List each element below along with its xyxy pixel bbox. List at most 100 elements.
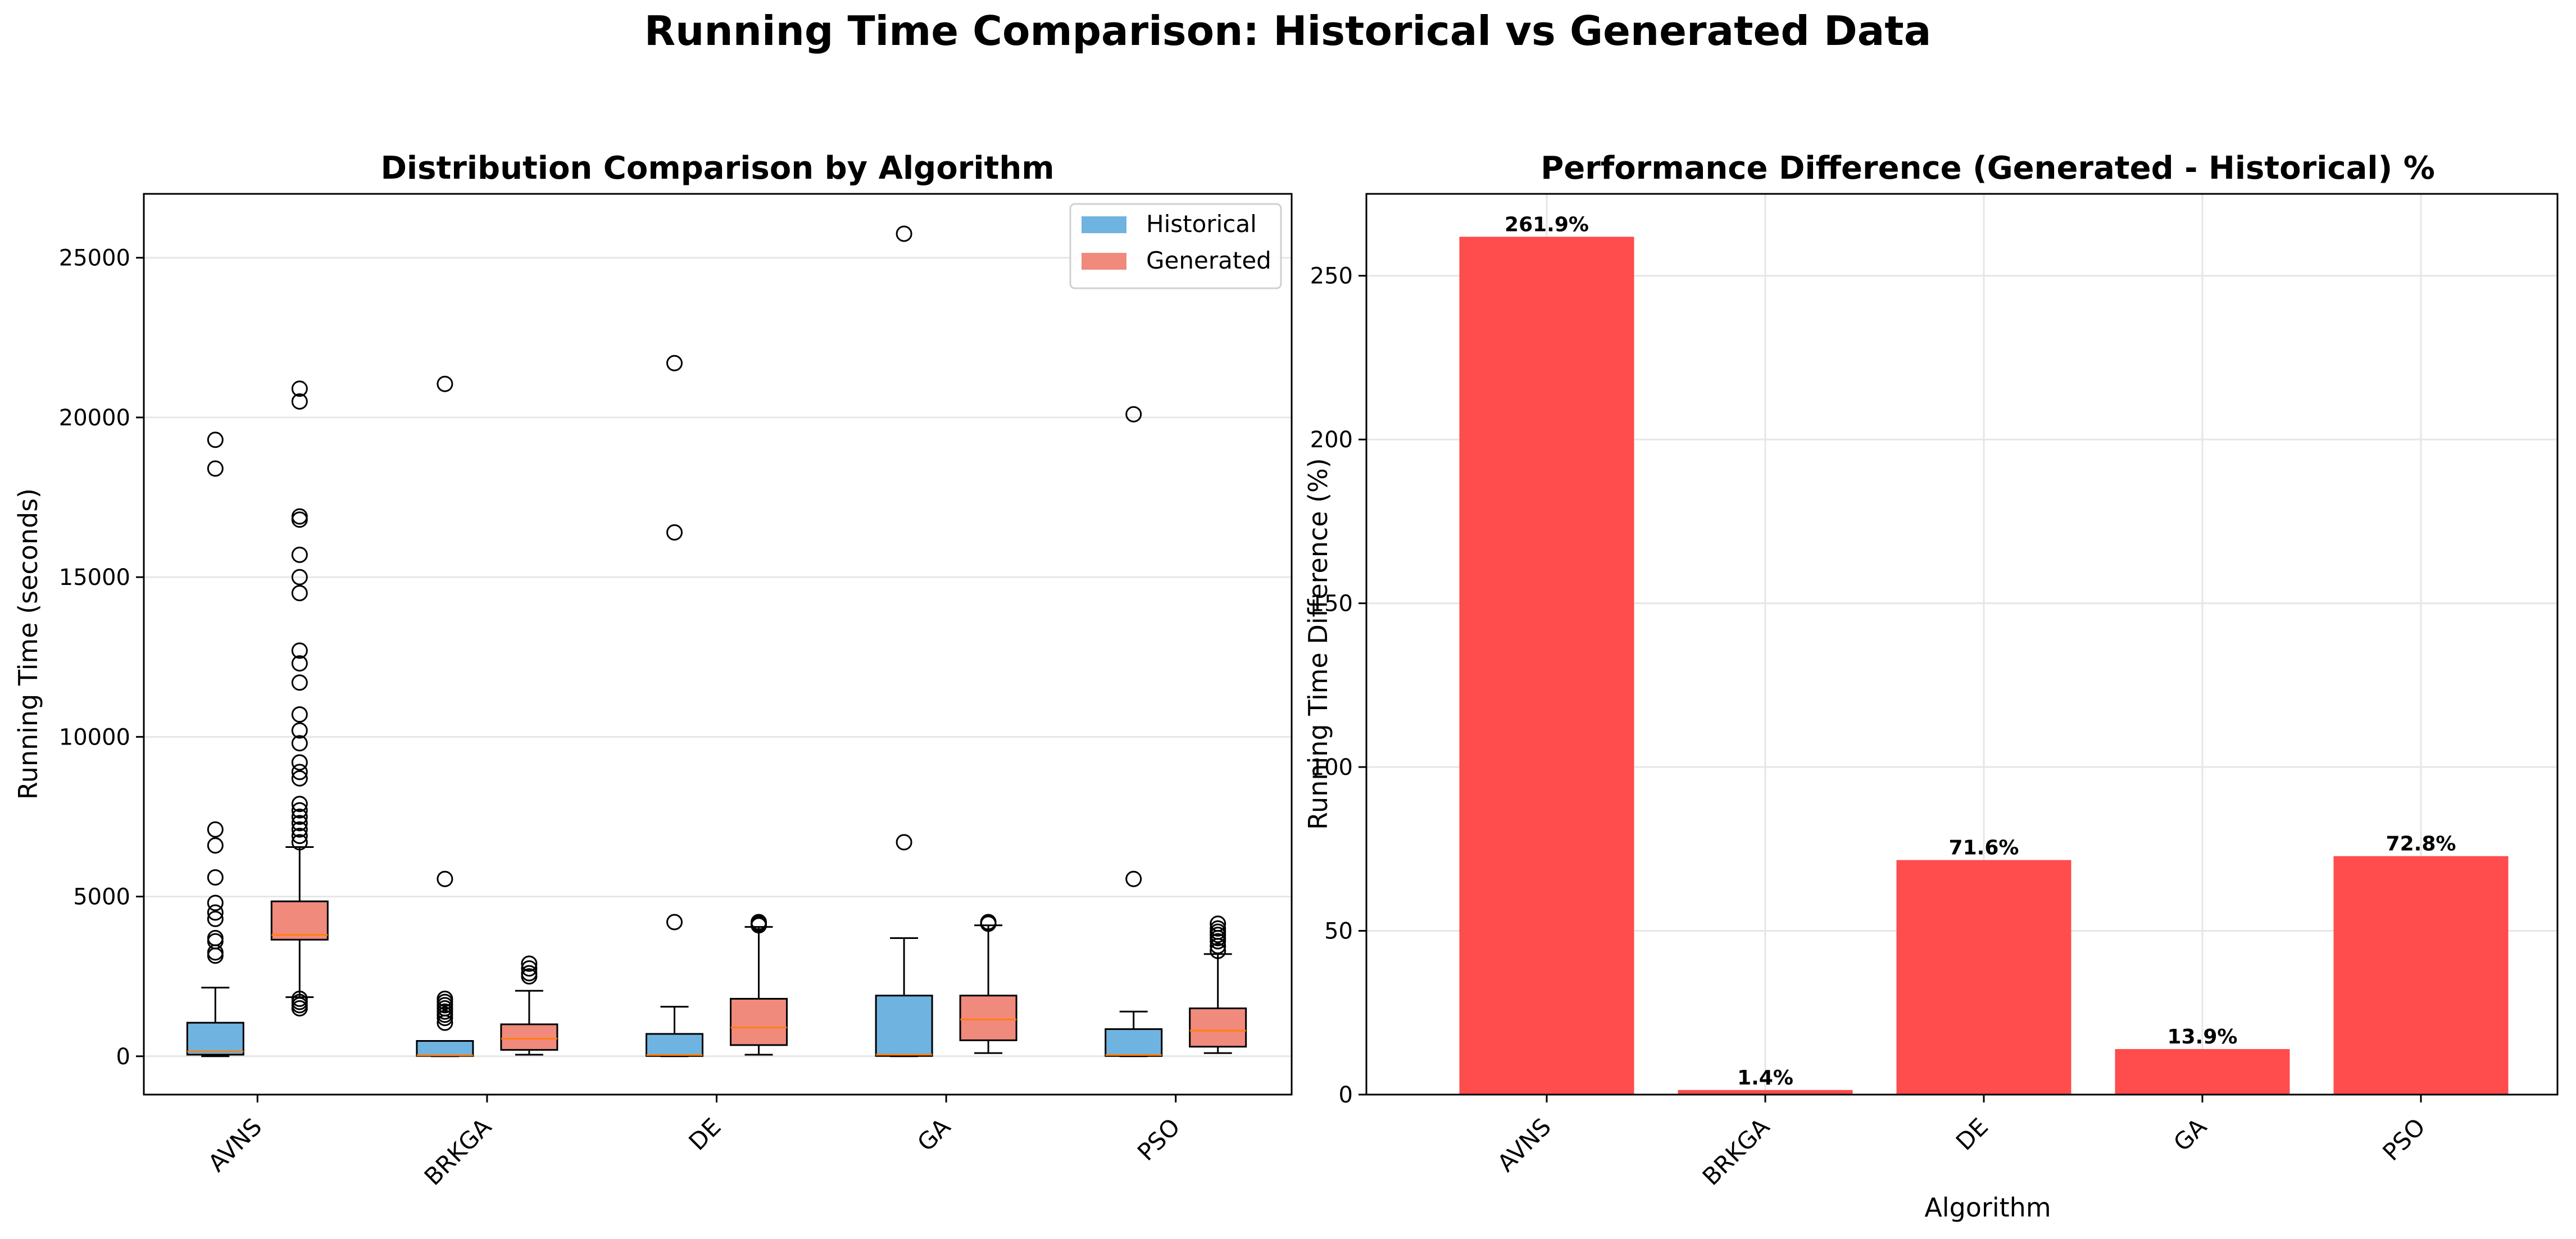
figure-title: Running Time Comparison: Historical vs G… bbox=[644, 7, 1932, 55]
box-body-generated-pso bbox=[1189, 1007, 1247, 1048]
legend-label-historical: Historical bbox=[1146, 210, 1257, 238]
flier-generated-pso bbox=[1210, 915, 1226, 932]
flier-generated-avns bbox=[291, 511, 308, 528]
box-body-generated-ga bbox=[959, 995, 1017, 1041]
boxplot-axes-frame bbox=[143, 193, 1293, 1096]
bar-y-tick-label: 250 bbox=[1310, 264, 1353, 289]
flier-generated-avns bbox=[291, 722, 308, 739]
box-body-historical-ga bbox=[875, 995, 933, 1057]
boxplot-y-tick-label: 0 bbox=[116, 1044, 130, 1070]
flier-generated-avns bbox=[291, 585, 308, 602]
bar-panel: 261.9% 1.4% 71.6% 13.9% 72.8% 0 50 100 150 200 25… bbox=[1303, 150, 2559, 1223]
box-historical-avns bbox=[186, 432, 244, 1058]
box-generated-avns bbox=[270, 380, 329, 1017]
flier-generated-avns bbox=[291, 655, 308, 672]
boxplot-y-axis-label: Running Time (seconds) bbox=[13, 488, 43, 800]
flier-historical-brkga bbox=[437, 870, 453, 887]
flier-historical-brkga bbox=[437, 990, 453, 1007]
flier-generated-brkga bbox=[521, 960, 538, 977]
bar-y-axis-label: Running Time Difference (%) bbox=[1303, 458, 1333, 830]
legend-label-generated: Generated bbox=[1146, 247, 1271, 274]
flier-generated-ga bbox=[980, 914, 997, 931]
boxplot-x-tick-label-avns: AVNS bbox=[203, 1113, 267, 1177]
flier-generated-avns bbox=[291, 754, 308, 771]
bar-y-tick-label: 200 bbox=[1310, 427, 1353, 453]
boxplot-boxes bbox=[186, 225, 1247, 1058]
flier-generated-avns bbox=[291, 828, 308, 845]
box-generated-de bbox=[730, 914, 788, 1056]
boxplot-y-tick-label: 15000 bbox=[59, 565, 130, 591]
bar-x-ticks: AVNS BRKGA DE GA PSO bbox=[1492, 1095, 2430, 1191]
flier-generated-brkga bbox=[521, 965, 538, 982]
flier-generated-avns bbox=[291, 764, 308, 780]
boxplot-gridlines bbox=[144, 257, 1292, 1058]
boxplot-y-tick-label: 20000 bbox=[59, 405, 130, 431]
boxplot-y-tick-label: 10000 bbox=[59, 724, 130, 750]
box-historical-brkga bbox=[416, 375, 474, 1058]
box-body-generated-de bbox=[730, 997, 788, 1046]
box-body-generated-avns bbox=[270, 900, 329, 941]
flier-historical-avns bbox=[207, 895, 224, 911]
bar-brkga bbox=[1678, 1090, 1853, 1095]
bar-y-tick-label: 0 bbox=[1339, 1082, 1353, 1108]
flier-generated-avns bbox=[291, 802, 308, 819]
flier-historical-de bbox=[666, 524, 683, 541]
flier-generated-avns bbox=[291, 770, 308, 787]
bar-y-tick-label: 100 bbox=[1310, 755, 1353, 780]
bar-x-tick-label-de: DE bbox=[1951, 1113, 1993, 1155]
flier-generated-avns bbox=[291, 508, 308, 525]
flier-generated-avns bbox=[291, 674, 308, 691]
flier-generated-avns bbox=[291, 821, 308, 838]
box-body-historical-de bbox=[646, 1033, 703, 1057]
flier-generated-avns bbox=[291, 569, 308, 586]
bar-title: Performance Difference (Generated - Hist… bbox=[1541, 150, 2435, 187]
bar-value-label-pso: 72.8% bbox=[2386, 833, 2456, 856]
boxplot-y-tick-label: 25000 bbox=[59, 246, 130, 271]
flier-historical-avns bbox=[207, 933, 224, 950]
flier-historical-ga bbox=[896, 225, 912, 242]
boxplot-x-tick-label-de: DE bbox=[683, 1113, 726, 1155]
flier-historical-avns bbox=[207, 904, 224, 921]
bar-bars: 261.9% 1.4% 71.6% 13.9% 72.8% bbox=[1459, 213, 2509, 1095]
flier-historical-avns bbox=[207, 947, 224, 964]
flier-historical-de bbox=[666, 355, 683, 371]
flier-historical-avns bbox=[207, 910, 224, 927]
flier-historical-de bbox=[666, 914, 683, 931]
flier-generated-avns bbox=[291, 834, 308, 851]
bar-value-label-de: 71.6% bbox=[1949, 837, 2019, 860]
flier-historical-avns bbox=[207, 432, 224, 448]
flier-generated-avns bbox=[291, 706, 308, 723]
box-body-historical-avns bbox=[186, 1022, 244, 1056]
bar-y-tick-label: 50 bbox=[1324, 919, 1353, 945]
boxplot-x-ticks: AVNS BRKGA DE GA PSO bbox=[203, 1095, 1185, 1191]
flier-historical-pso bbox=[1125, 870, 1142, 887]
bar-y-ticks: 0 50 100 150 200 250 bbox=[1310, 264, 1366, 1108]
boxplot-x-tick-label-brkga: BRKGA bbox=[419, 1113, 497, 1191]
legend-swatch-generated bbox=[1082, 253, 1126, 270]
box-body-generated-brkga bbox=[500, 1023, 558, 1051]
legend-swatch-historical bbox=[1082, 216, 1126, 233]
flier-generated-avns bbox=[291, 380, 308, 397]
boxplot-y-ticks: 0 5000 10000 15000 20000 25000 bbox=[59, 246, 144, 1070]
bar-x-tick-label-brkga: BRKGA bbox=[1697, 1113, 1775, 1191]
flier-historical-pso bbox=[1125, 406, 1142, 423]
box-generated-brkga bbox=[500, 955, 558, 1056]
boxplot-y-tick-label: 5000 bbox=[73, 884, 130, 910]
flier-generated-avns bbox=[291, 546, 308, 563]
legend: Historical Generated bbox=[1069, 203, 1282, 289]
box-body-historical-brkga bbox=[416, 1040, 474, 1057]
flier-historical-brkga bbox=[437, 375, 453, 392]
bar-de bbox=[1896, 860, 2071, 1095]
flier-generated-avns bbox=[291, 997, 308, 1014]
bar-axes-frame bbox=[1365, 193, 2559, 1096]
flier-generated-avns bbox=[291, 796, 308, 813]
box-historical-pso bbox=[1105, 406, 1163, 1058]
bar-value-label-brkga: 1.4% bbox=[1737, 1066, 1793, 1090]
flier-historical-avns bbox=[207, 869, 224, 886]
flier-historical-avns bbox=[207, 460, 224, 477]
box-body-historical-pso bbox=[1105, 1028, 1163, 1057]
bar-x-tick-label-ga: GA bbox=[2168, 1113, 2212, 1156]
flier-historical-avns bbox=[207, 837, 224, 854]
bar-avns bbox=[1459, 237, 1634, 1095]
